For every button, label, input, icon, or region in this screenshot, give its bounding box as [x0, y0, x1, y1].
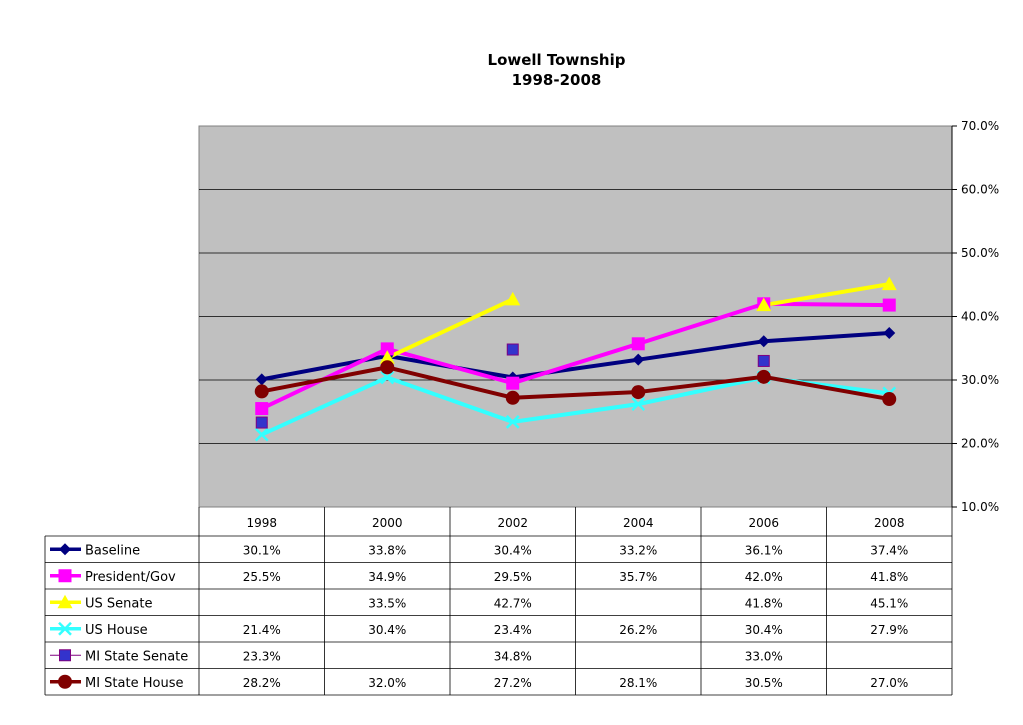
- x-tick-label: 2006: [748, 516, 779, 530]
- data-point: [881, 276, 897, 291]
- data-point: [756, 297, 772, 312]
- data-point: [756, 369, 771, 384]
- data-label: 30.4%: [494, 543, 532, 557]
- data-point: [631, 337, 645, 351]
- data-label: 23.4%: [494, 623, 532, 637]
- data-point: [631, 397, 646, 412]
- data-point: [57, 594, 73, 609]
- data-label: 28.2%: [243, 676, 281, 690]
- legend-entry: MI State Senate: [85, 649, 188, 664]
- x-tick-label: 2000: [372, 516, 403, 530]
- data-point: [506, 343, 519, 356]
- data-point: [757, 335, 770, 348]
- data-point: [882, 392, 897, 407]
- legend-entry: Baseline: [85, 543, 140, 558]
- data-label: 25.5%: [243, 570, 281, 584]
- series-lines: [260, 282, 890, 437]
- data-label: 30.4%: [745, 623, 783, 637]
- series-line: [386, 297, 514, 360]
- data-point: [505, 291, 521, 306]
- legend-entry: US Senate: [85, 596, 152, 611]
- x-tick-label: 2002: [497, 516, 528, 530]
- data-point: [59, 543, 71, 556]
- data-label: 30.4%: [368, 623, 406, 637]
- data-point: [254, 384, 269, 399]
- data-label: 23.3%: [243, 649, 281, 663]
- data-label: 26.2%: [619, 623, 657, 637]
- x-tick-label: 1998: [246, 516, 277, 530]
- y-axis-ticks: 10.0% 20.0% 30.0% 40.0% 50.0% 60.0% 70.0%: [952, 119, 999, 514]
- data-label: 27.0%: [870, 676, 908, 690]
- data-label: 42.7%: [494, 596, 532, 610]
- data-point: [505, 390, 520, 405]
- data-point: [883, 327, 896, 340]
- data-label: 33.5%: [368, 596, 406, 610]
- data-label: 28.1%: [619, 676, 657, 690]
- data-point: [59, 649, 71, 662]
- y-tick-label: 10.0%: [961, 500, 999, 514]
- series-line: [261, 365, 890, 402]
- data-label: 27.9%: [870, 623, 908, 637]
- y-tick-label: 50.0%: [961, 246, 999, 260]
- data-point: [882, 298, 896, 312]
- data-label: 33.8%: [368, 543, 406, 557]
- x-tick-label: 2008: [874, 516, 905, 530]
- y-tick-label: 30.0%: [961, 373, 999, 387]
- data-point: [506, 376, 520, 390]
- chart-title: Lowell Township 1998-2008: [0, 50, 1023, 90]
- data-point: [757, 354, 770, 367]
- data-label: 34.9%: [368, 570, 406, 584]
- data-label: 37.4%: [870, 543, 908, 557]
- data-point: [58, 621, 72, 636]
- data-label: 21.4%: [243, 623, 281, 637]
- data-label: 42.0%: [745, 570, 783, 584]
- legend-entry: President/Gov: [85, 570, 176, 585]
- data-point: [380, 342, 394, 356]
- legend-entry: MI State House: [85, 676, 183, 691]
- y-tick-label: 70.0%: [961, 119, 999, 133]
- data-label: 27.2%: [494, 676, 532, 690]
- data-label: 36.1%: [745, 543, 783, 557]
- data-point: [631, 385, 646, 400]
- data-label: 33.0%: [745, 649, 783, 663]
- data-point: [255, 373, 268, 386]
- data-label: 33.2%: [619, 543, 657, 557]
- series-markers: [254, 276, 897, 442]
- y-tick-label: 60.0%: [961, 183, 999, 197]
- data-label: 30.1%: [243, 543, 281, 557]
- data-label: 30.5%: [745, 676, 783, 690]
- data-table: 1998 2000 2002 2004 2006 2008 Baseline 30.1% 33.…: [44, 507, 953, 696]
- data-label: 35.7%: [619, 570, 657, 584]
- data-point: [255, 402, 269, 416]
- data-label: 41.8%: [745, 596, 783, 610]
- series-line: [260, 301, 890, 411]
- data-point: [254, 427, 269, 442]
- y-tick-label: 20.0%: [961, 437, 999, 451]
- x-tick-label: 2004: [623, 516, 654, 530]
- data-label: 34.8%: [494, 649, 532, 663]
- legend-entry: US House: [85, 623, 148, 638]
- series-line: [763, 282, 890, 308]
- chart-title-line: Lowell Township: [487, 51, 626, 69]
- data-point: [380, 360, 395, 375]
- data-label: 32.0%: [368, 676, 406, 690]
- y-tick-label: 40.0%: [961, 310, 999, 324]
- data-label: 41.8%: [870, 570, 908, 584]
- data-point: [255, 416, 268, 429]
- chart-subtitle-line: 1998-2008: [511, 71, 602, 89]
- data-point: [379, 350, 395, 364]
- data-point: [380, 370, 395, 385]
- data-point: [505, 415, 520, 429]
- data-point: [632, 353, 645, 366]
- data-label: 29.5%: [494, 570, 532, 584]
- data-point: [58, 674, 72, 689]
- data-label: 45.1%: [870, 596, 908, 610]
- data-point: [58, 569, 72, 583]
